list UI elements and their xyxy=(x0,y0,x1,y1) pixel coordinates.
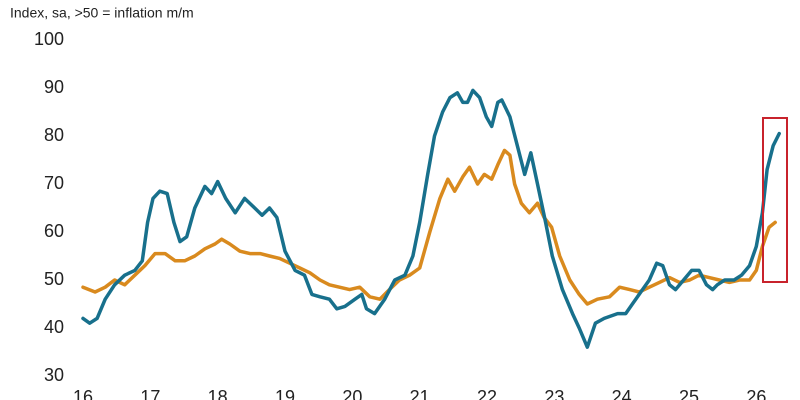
x-tick-label: 20 xyxy=(342,387,362,400)
y-tick-label: 30 xyxy=(44,365,64,385)
x-tick-label: 22 xyxy=(477,387,497,400)
series-line xyxy=(81,148,777,306)
y-tick-label: 100 xyxy=(34,29,64,49)
x-tick-label: 25 xyxy=(679,387,699,400)
x-tick-label: 16 xyxy=(73,387,93,400)
y-tick-label: 40 xyxy=(44,317,64,337)
y-tick-label: 60 xyxy=(44,221,64,241)
highlight-box xyxy=(762,117,788,283)
x-tick-label: 17 xyxy=(140,387,160,400)
y-tick-label: 80 xyxy=(44,125,64,145)
x-tick-label: 18 xyxy=(208,387,228,400)
chart-subtitle: Index, sa, >50 = inflation m/m xyxy=(10,5,194,21)
y-tick-label: 70 xyxy=(44,173,64,193)
x-tick-label: 19 xyxy=(275,387,295,400)
y-tick-label: 50 xyxy=(44,269,64,289)
x-tick-label: 23 xyxy=(544,387,564,400)
x-tick-label: 21 xyxy=(410,387,430,400)
series-line xyxy=(81,88,781,349)
x-tick-label: 26 xyxy=(746,387,766,400)
y-tick-label: 90 xyxy=(44,77,64,97)
x-tick-label: 24 xyxy=(612,387,632,400)
